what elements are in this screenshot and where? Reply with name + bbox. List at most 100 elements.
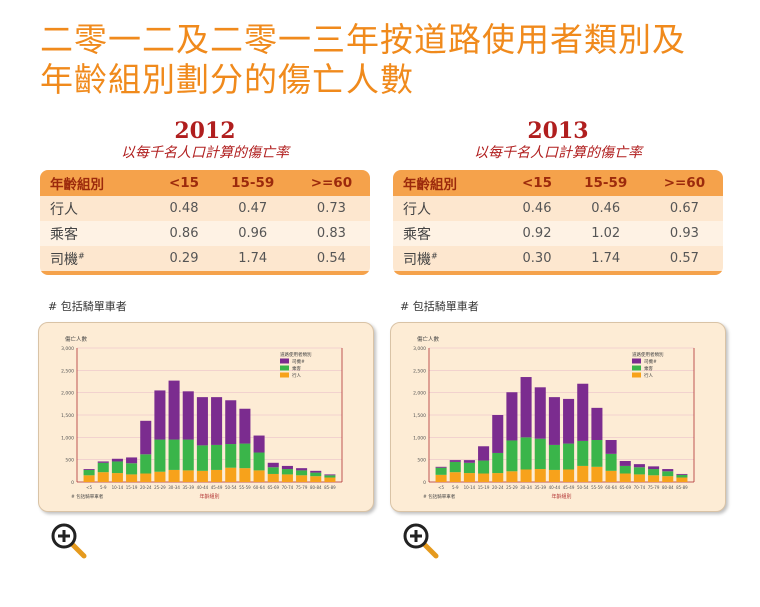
bar-segment — [281, 465, 293, 470]
bar-segment — [478, 446, 490, 461]
rate-value: 0.93 — [645, 221, 723, 246]
bar-segment — [267, 467, 279, 474]
bar-segment — [633, 464, 645, 468]
title-line-2: 年齡組別劃分的傷亡人數 — [40, 60, 414, 99]
bar-segment — [324, 474, 336, 476]
x-tick-label: 20-24 — [492, 485, 504, 490]
bar-segment — [619, 473, 631, 482]
rate-value: 0.29 — [155, 246, 213, 275]
bar-segment — [253, 470, 265, 482]
y-tick-label: 3,000 — [61, 346, 74, 352]
bar-segment — [253, 452, 265, 471]
x-tick-label: 50-54 — [577, 485, 589, 490]
rate-subtitle: 以每千名人口計算的傷亡率 — [121, 145, 289, 161]
bar-segment — [648, 466, 660, 470]
x-tick-label: 25-29 — [154, 485, 166, 490]
bar-segment — [676, 473, 688, 475]
bar-segment — [520, 469, 532, 482]
bar-segment — [267, 462, 279, 468]
bar-segment — [463, 462, 475, 474]
header-age-group: 年齡組別 — [40, 170, 156, 196]
row-label-sup: # — [431, 250, 438, 260]
rate-value: 0.83 — [292, 221, 370, 246]
zoom-in-icon[interactable] — [402, 522, 440, 560]
bar-segment — [168, 469, 180, 482]
rate-value: 0.92 — [508, 221, 566, 246]
bar-segment — [310, 472, 322, 477]
bar-segment — [676, 474, 688, 478]
table-row: 乘客 0.92 1.02 0.93 — [393, 221, 723, 246]
x-tick-label: 30-34 — [168, 485, 180, 490]
bar-segment — [563, 443, 575, 470]
legend-title: 道路使用者類別 — [632, 351, 664, 358]
panel-2013: 2013 以每千名人口計算的傷亡率 年齡組別 <15 15-59 >=60 行人… — [393, 118, 723, 275]
header-60-plus: >=60 — [645, 170, 723, 196]
rate-value: 1.74 — [212, 246, 293, 275]
rate-value: 0.46 — [565, 196, 646, 221]
bar-segment — [310, 470, 322, 473]
bar-segment — [478, 460, 490, 474]
year-heading: 2012 — [174, 118, 236, 144]
bar-segment — [591, 407, 603, 441]
x-tick-label: 65-69 — [267, 485, 279, 490]
header-15-59: 15-59 — [212, 170, 293, 196]
bar-segment — [520, 377, 532, 438]
bar-segment — [492, 415, 504, 453]
bar-segment — [324, 475, 336, 478]
bar-segment — [296, 468, 308, 471]
x-axis-title: 年齡組別 — [551, 493, 571, 500]
rate-subtitle: 以每千名人口計算的傷亡率 — [474, 145, 642, 161]
bar-segment — [548, 469, 560, 482]
bar-segment — [534, 469, 546, 482]
x-tick-label: 45-49 — [563, 485, 575, 490]
bar-segment — [83, 475, 95, 482]
bar-segment — [196, 397, 208, 446]
header-60-plus: >=60 — [292, 170, 370, 196]
legend-label: 司機# — [292, 358, 305, 365]
header-15-59: 15-59 — [565, 170, 646, 196]
y-tick-label: 2,500 — [413, 368, 426, 374]
rate-value: 1.74 — [565, 246, 646, 275]
bar-segment — [506, 392, 518, 441]
y-axis-title: 傷亡人數 — [65, 335, 88, 343]
x-tick-label: 55-59 — [591, 485, 603, 490]
bar-segment — [126, 474, 138, 482]
y-tick-label: 1,000 — [413, 435, 426, 441]
bar-segment — [478, 473, 490, 482]
x-tick-label: 60-64 — [253, 485, 265, 490]
bar-segment — [463, 473, 475, 482]
legend-swatch — [280, 365, 289, 371]
x-tick-label: 15-19 — [478, 485, 490, 490]
legend-swatch — [632, 358, 641, 364]
bar-segment — [281, 469, 293, 475]
table-row: 司機# 0.29 1.74 0.54 — [40, 246, 370, 275]
rate-value: 0.86 — [155, 221, 213, 246]
row-label-text: 司機 — [50, 251, 78, 268]
bar-segment — [605, 470, 617, 482]
table-row: 乘客 0.86 0.96 0.83 — [40, 221, 370, 246]
header-under-15: <15 — [155, 170, 213, 196]
x-tick-label: 25-29 — [506, 485, 518, 490]
bar-segment — [577, 440, 589, 466]
zoom-in-icon[interactable] — [50, 522, 88, 560]
bar-segment — [281, 474, 293, 482]
row-label-sup: # — [78, 250, 85, 260]
x-tick-label: 10-14 — [112, 485, 124, 490]
bar-segment — [506, 440, 518, 472]
bar-segment — [154, 471, 166, 482]
bar-segment — [648, 469, 660, 476]
bar-segment — [506, 471, 518, 482]
bar-segment — [225, 400, 237, 445]
chart-footnote: # 包括騎單車者 — [423, 493, 456, 500]
bar-segment — [239, 443, 251, 469]
rate-value: 0.67 — [645, 196, 723, 221]
bar-segment — [211, 444, 223, 470]
bar-segment — [591, 466, 603, 482]
rate-value: 0.46 — [508, 196, 566, 221]
y-tick-label: 0 — [71, 480, 74, 486]
bar-segment — [449, 461, 461, 473]
x-tick-label: 50-54 — [225, 485, 237, 490]
x-tick-label: 60-64 — [605, 485, 617, 490]
rate-value: 0.48 — [155, 196, 213, 221]
bar-segment — [605, 440, 617, 454]
